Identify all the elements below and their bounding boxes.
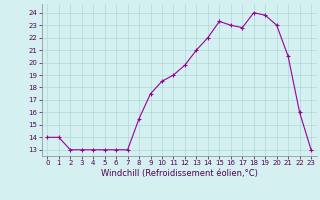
X-axis label: Windchill (Refroidissement éolien,°C): Windchill (Refroidissement éolien,°C)	[101, 169, 258, 178]
